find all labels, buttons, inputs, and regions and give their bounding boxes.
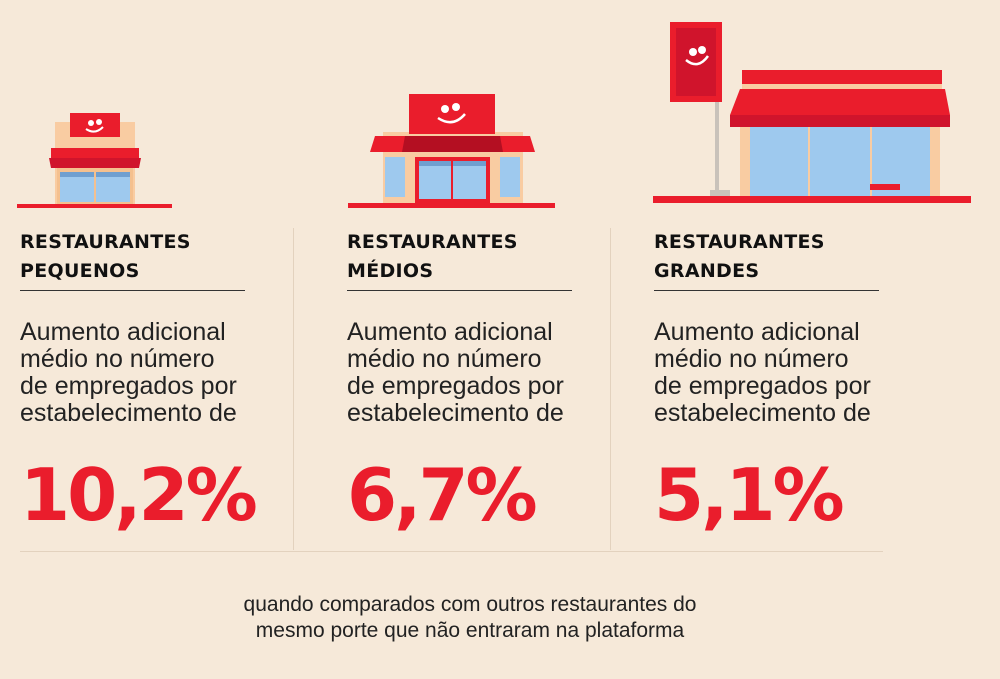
column-description: Aumento adicional médio no número de emp…	[654, 318, 871, 427]
column-divider	[610, 228, 611, 550]
medium-restaurant-icon	[348, 94, 555, 208]
bottom-divider	[20, 551, 883, 552]
column-medium: RESTAURANTES MÉDIOS Aumento adicional mé…	[347, 228, 607, 535]
title-underline	[20, 290, 245, 291]
column-value: 6,7%	[347, 453, 538, 537]
column-title: RESTAURANTES PEQUENOS	[20, 231, 191, 282]
column-description: Aumento adicional médio no número de emp…	[20, 318, 237, 427]
column-divider	[293, 228, 294, 550]
column-small: RESTAURANTES PEQUENOS Aumento adicional …	[20, 228, 280, 535]
footnote: quando comparados com outros restaurante…	[243, 593, 697, 642]
column-title: RESTAURANTES MÉDIOS	[347, 231, 518, 282]
small-restaurant-icon	[17, 113, 172, 208]
column-value: 5,1%	[654, 453, 845, 537]
title-underline	[347, 290, 572, 291]
column-large: RESTAURANTES GRANDES Aumento adicional m…	[654, 228, 914, 535]
title-underline	[654, 290, 879, 291]
column-value: 10,2%	[20, 453, 258, 537]
large-restaurant-icon	[653, 22, 971, 203]
column-description: Aumento adicional médio no número de emp…	[347, 318, 564, 427]
column-title: RESTAURANTES GRANDES	[654, 231, 825, 282]
